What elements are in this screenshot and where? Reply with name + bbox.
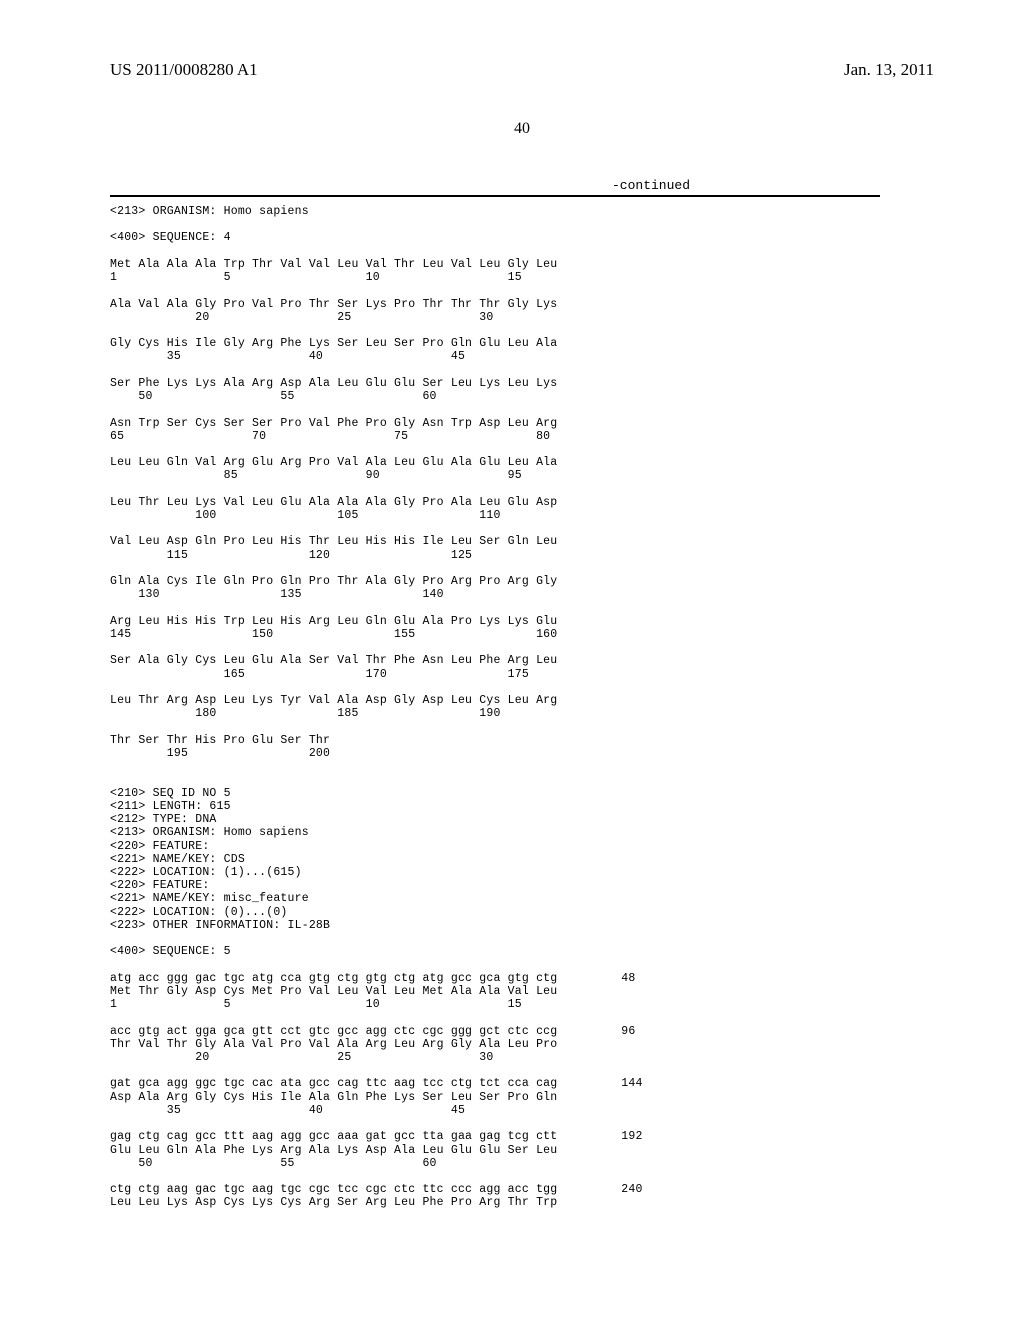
publication-number: US 2011/0008280 A1 — [110, 60, 258, 80]
sequence-listing: <213> ORGANISM: Homo sapiens <400> SEQUE… — [110, 205, 934, 1223]
continued-label: -continued — [110, 178, 690, 193]
divider — [110, 195, 880, 197]
page-number: 40 — [110, 120, 934, 138]
publication-date: Jan. 13, 2011 — [844, 60, 934, 80]
patent-page: US 2011/0008280 A1 Jan. 13, 2011 40 -con… — [0, 0, 1024, 1320]
page-header: US 2011/0008280 A1 Jan. 13, 2011 — [110, 60, 934, 80]
